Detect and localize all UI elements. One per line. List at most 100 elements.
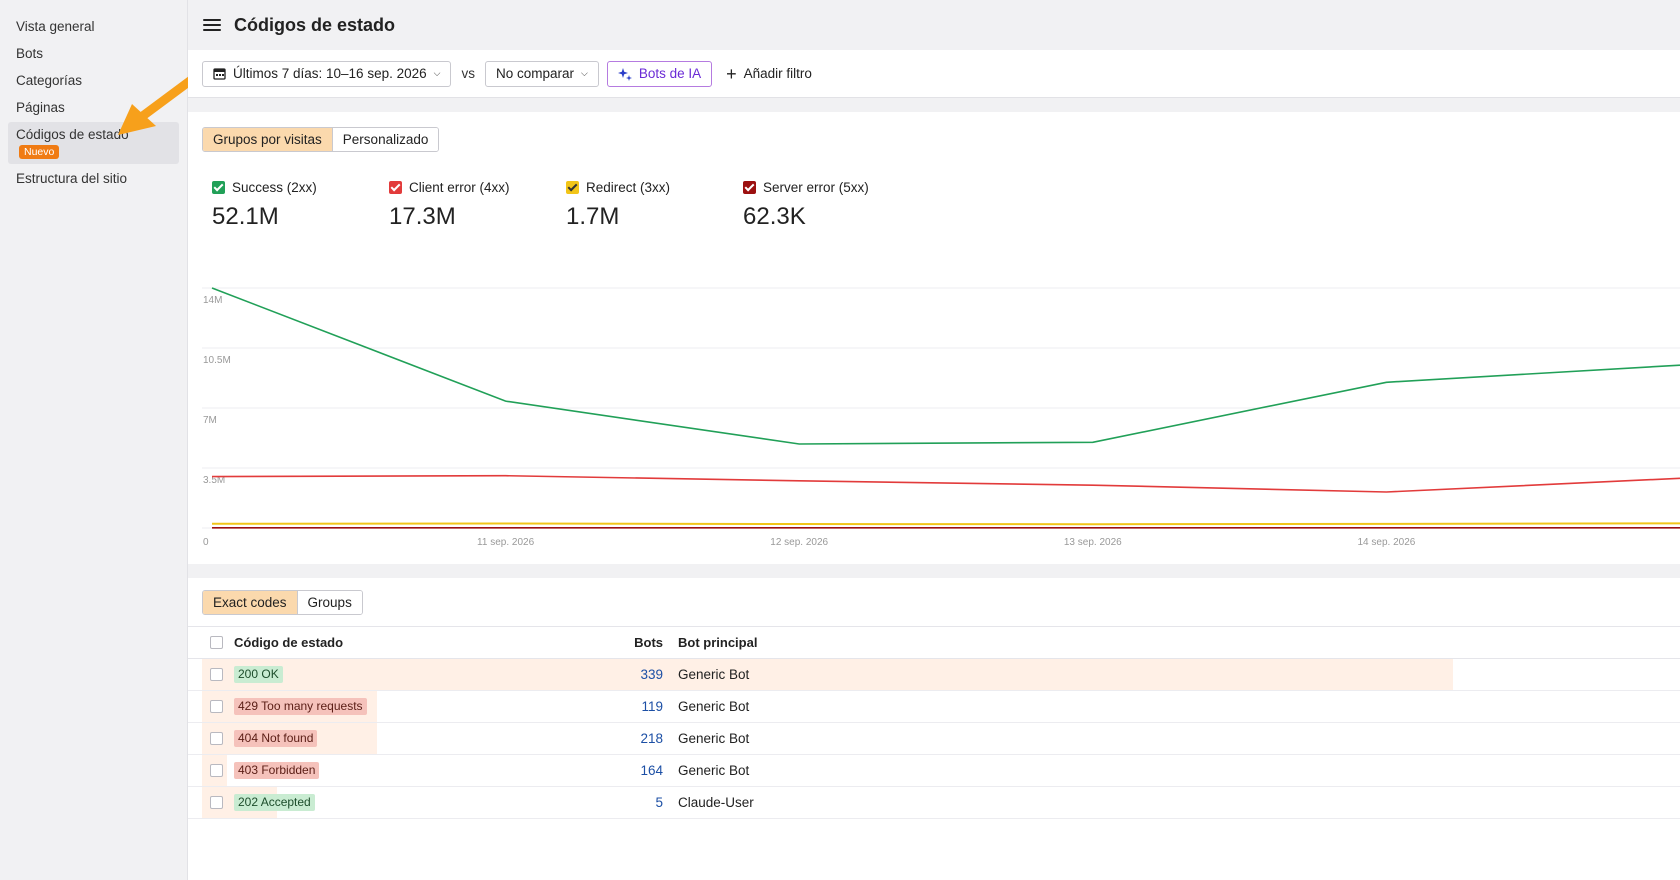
table-row[interactable]: 202 Accepted 5 Claude-User <box>188 787 1680 819</box>
sidebar-item-paginas[interactable]: Páginas <box>8 95 179 120</box>
chart-legend: Success (2xx) 52.1M Client error (4xx) 1… <box>212 180 920 231</box>
legend-item-redirect[interactable]: Redirect (3xx) 1.7M <box>566 180 743 231</box>
date-range-dropdown[interactable]: Últimos 7 días: 10–16 sep. 2026 ⌵ <box>202 60 452 87</box>
column-header-top-bot[interactable]: Bot principal <box>678 635 758 650</box>
sidebar-item-categorias[interactable]: Categorías <box>8 68 179 93</box>
table-card: Exact codes Groups Código de estado Bots… <box>188 578 1680 880</box>
chart-card: Grupos por visitas Personalizado Success… <box>188 112 1680 564</box>
sidebar-item-label: Bots <box>16 46 44 61</box>
compare-label: No comparar <box>495 66 574 81</box>
top-bot-name: Claude-User <box>678 795 754 810</box>
sidebar-item-label: Códigos de estado <box>16 127 129 142</box>
compare-dropdown[interactable]: No comparar ⌵ <box>484 60 599 87</box>
top-bot-name: Generic Bot <box>678 763 750 778</box>
checkbox-checked-icon[interactable] <box>389 181 402 194</box>
x-tick-label: 14 sep. 2026 <box>1357 537 1415 548</box>
legend-item-success[interactable]: Success (2xx) 52.1M <box>212 180 389 231</box>
series-line-client-error-4xx[interactable] <box>211 474 1680 493</box>
sidebar-item-label: Estructura del sitio <box>16 171 128 186</box>
row-checkbox[interactable] <box>210 732 223 745</box>
y-tick-label: 7M <box>203 415 217 426</box>
sidebar-item-estructura-del-sitio[interactable]: Estructura del sitio <box>8 166 179 191</box>
hamburger-menu-icon[interactable] <box>200 13 224 37</box>
legend-label: Server error (5xx) <box>763 180 869 195</box>
tab-personalizado[interactable]: Personalizado <box>332 128 439 151</box>
row-checkbox[interactable] <box>210 700 223 713</box>
column-header-code[interactable]: Código de estado <box>234 635 344 650</box>
table-row[interactable]: 403 Forbidden 164 Generic Bot <box>188 755 1680 787</box>
table-header: Código de estado Bots Bot principal <box>188 626 1680 659</box>
bots-count[interactable]: 164 <box>640 763 663 778</box>
new-badge: Nuevo <box>19 145 60 159</box>
bots-count[interactable]: 339 <box>640 667 663 682</box>
y-tick-label: 10.5M <box>203 355 231 366</box>
bots-count[interactable]: 218 <box>640 731 663 746</box>
table-row[interactable]: 404 Not found 218 Generic Bot <box>188 723 1680 755</box>
vs-label: vs <box>461 66 475 81</box>
legend-value: 62.3K <box>743 203 806 230</box>
ai-bots-button[interactable]: Bots de IA <box>606 60 713 87</box>
legend-item-client-error[interactable]: Client error (4xx) 17.3M <box>389 180 566 231</box>
legend-label: Client error (4xx) <box>409 180 510 195</box>
y-tick-label: 0 <box>203 537 209 548</box>
legend-value: 52.1M <box>212 203 279 230</box>
status-code-tag[interactable]: 200 OK <box>234 666 283 683</box>
checkbox-checked-icon[interactable] <box>566 181 579 194</box>
status-code-line-chart: 0 3.5M 7M 10.5M 14M 11 sep. 2026 12 sep. 2026 1… <box>202 287 1680 548</box>
sidebar: Vista general Bots Categorías Páginas Có… <box>0 0 188 880</box>
table-row[interactable]: 429 Too many requests 119 Generic Bot <box>188 691 1680 723</box>
status-code-tag[interactable]: 403 Forbidden <box>234 762 320 779</box>
checkbox-checked-icon[interactable] <box>212 181 225 194</box>
x-tick-label: 12 sep. 2026 <box>770 537 828 548</box>
row-checkbox[interactable] <box>210 796 223 809</box>
tab-groups[interactable]: Groups <box>297 591 362 614</box>
page-title: Códigos de estado <box>234 14 396 35</box>
table-mode-toggle: Exact codes Groups <box>202 590 363 615</box>
bots-count[interactable]: 5 <box>655 795 663 810</box>
status-code-tag[interactable]: 404 Not found <box>234 730 318 747</box>
tab-exact-codes[interactable]: Exact codes <box>203 591 298 614</box>
legend-value: 17.3M <box>389 203 456 230</box>
chevron-down-icon: ⌵ <box>580 68 588 78</box>
calendar-icon <box>213 68 226 80</box>
column-header-bots[interactable]: Bots <box>634 635 663 650</box>
add-filter-button[interactable]: + Añadir filtro <box>720 60 818 87</box>
sidebar-item-bots[interactable]: Bots <box>8 41 179 66</box>
legend-label: Success (2xx) <box>232 180 317 195</box>
legend-item-server-error[interactable]: Server error (5xx) 62.3K <box>743 180 920 231</box>
share-bar <box>202 659 1453 690</box>
filter-bar: Últimos 7 días: 10–16 sep. 2026 ⌵ vs No … <box>188 50 1680 98</box>
ai-bots-label: Bots de IA <box>638 66 702 81</box>
tab-grupos-por-visitas[interactable]: Grupos por visitas <box>203 128 333 151</box>
checkbox-checked-icon[interactable] <box>743 181 756 194</box>
sidebar-item-label: Páginas <box>16 100 65 115</box>
y-tick-label: 14M <box>203 295 222 306</box>
sidebar-item-vista-general[interactable]: Vista general <box>8 14 179 39</box>
sidebar-item-label: Categorías <box>16 73 83 88</box>
chevron-down-icon: ⌵ <box>433 68 441 78</box>
legend-label: Redirect (3xx) <box>586 180 671 195</box>
sidebar-item-codigos-de-estado[interactable]: Códigos de estado Nuevo <box>8 122 179 164</box>
plus-icon: + <box>726 63 737 84</box>
x-tick-label: 13 sep. 2026 <box>1064 537 1122 548</box>
status-code-tag[interactable]: 429 Too many requests <box>234 698 367 715</box>
sidebar-item-label: Vista general <box>16 19 95 34</box>
y-tick-label: 3.5M <box>203 475 225 486</box>
row-checkbox[interactable] <box>210 668 223 681</box>
date-range-label: Últimos 7 días: 10–16 sep. 2026 <box>233 66 427 81</box>
x-tick-label: 11 sep. 2026 <box>477 537 535 548</box>
sparkle-icon <box>617 67 632 81</box>
chart-mode-toggle: Grupos por visitas Personalizado <box>202 127 440 152</box>
select-all-checkbox[interactable] <box>210 636 223 649</box>
legend-value: 1.7M <box>566 203 620 230</box>
bots-count[interactable]: 119 <box>641 699 663 714</box>
add-filter-label: Añadir filtro <box>743 66 812 81</box>
table-row[interactable]: 200 OK 339 Generic Bot <box>188 659 1680 691</box>
status-code-tag[interactable]: 202 Accepted <box>234 794 315 811</box>
series-line-success-2xx[interactable] <box>211 287 1680 445</box>
top-bot-name: Generic Bot <box>678 699 750 714</box>
top-bot-name: Generic Bot <box>678 731 750 746</box>
row-checkbox[interactable] <box>210 764 223 777</box>
top-bot-name: Generic Bot <box>678 667 750 682</box>
series-line-redirect-3xx[interactable] <box>211 522 1680 526</box>
